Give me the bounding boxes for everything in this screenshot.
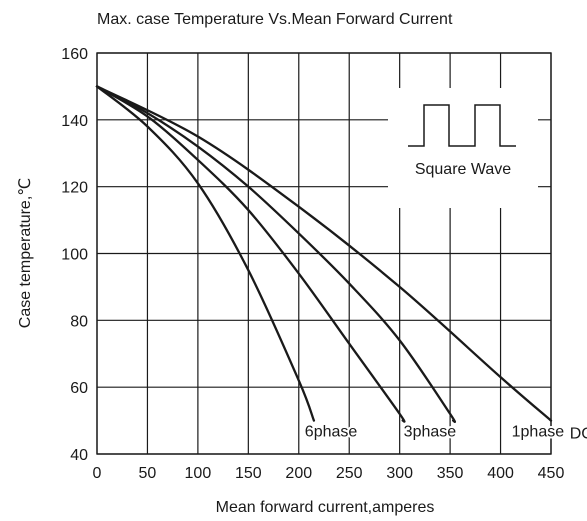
inset-background	[388, 88, 538, 208]
square-wave-inset: Square Wave	[388, 88, 538, 208]
series-label-6phase: 6phase	[305, 424, 358, 441]
x-tick-label-1: 50	[139, 465, 157, 482]
x-tick-label-3: 150	[235, 465, 262, 482]
inset-label: Square Wave	[415, 161, 511, 178]
series-label-3phase: 3phase	[404, 424, 457, 441]
x-tick-label-8: 400	[487, 465, 514, 482]
x-tick-label-9: 450	[538, 465, 565, 482]
x-tick-label-0: 0	[93, 465, 102, 482]
x-tick-label-6: 300	[386, 465, 413, 482]
grid	[96, 52, 552, 455]
tick-labels: 0 50 100 150 200 250 300 350 400 450 40 60 80 100 120 1…	[61, 46, 564, 482]
x-tick-label-2: 100	[185, 465, 212, 482]
x-tick-label-4: 200	[285, 465, 312, 482]
series-label-dc: DC	[570, 425, 587, 442]
y-tick-label-3: 100	[61, 247, 88, 264]
y-axis-label: Case temperature,℃	[17, 178, 34, 329]
plot-frame	[96, 52, 552, 455]
chart-title: Max. case Temperature Vs.Mean Forward Cu…	[97, 11, 453, 28]
y-tick-label-5: 140	[61, 113, 88, 130]
series-label-1phase: 1phase	[512, 424, 565, 441]
series-line-1phase	[95, 85, 457, 423]
y-tick-label-1: 60	[70, 380, 88, 397]
x-tick-label-7: 350	[437, 465, 464, 482]
y-tick-label-6: 160	[61, 46, 88, 63]
series-line-3phase	[95, 85, 406, 423]
y-tick-label-0: 40	[70, 447, 88, 464]
y-tick-label-2: 80	[70, 313, 88, 330]
series-line-dc	[95, 85, 553, 422]
x-tick-label-5: 250	[336, 465, 363, 482]
x-axis-label: Mean forward current,amperes	[216, 499, 435, 516]
y-tick-label-4: 120	[61, 180, 88, 197]
series-group: 6phase 3phase 1phase DC	[95, 85, 587, 444]
square-wave-icon	[408, 104, 516, 147]
series-line-6phase	[95, 85, 316, 422]
